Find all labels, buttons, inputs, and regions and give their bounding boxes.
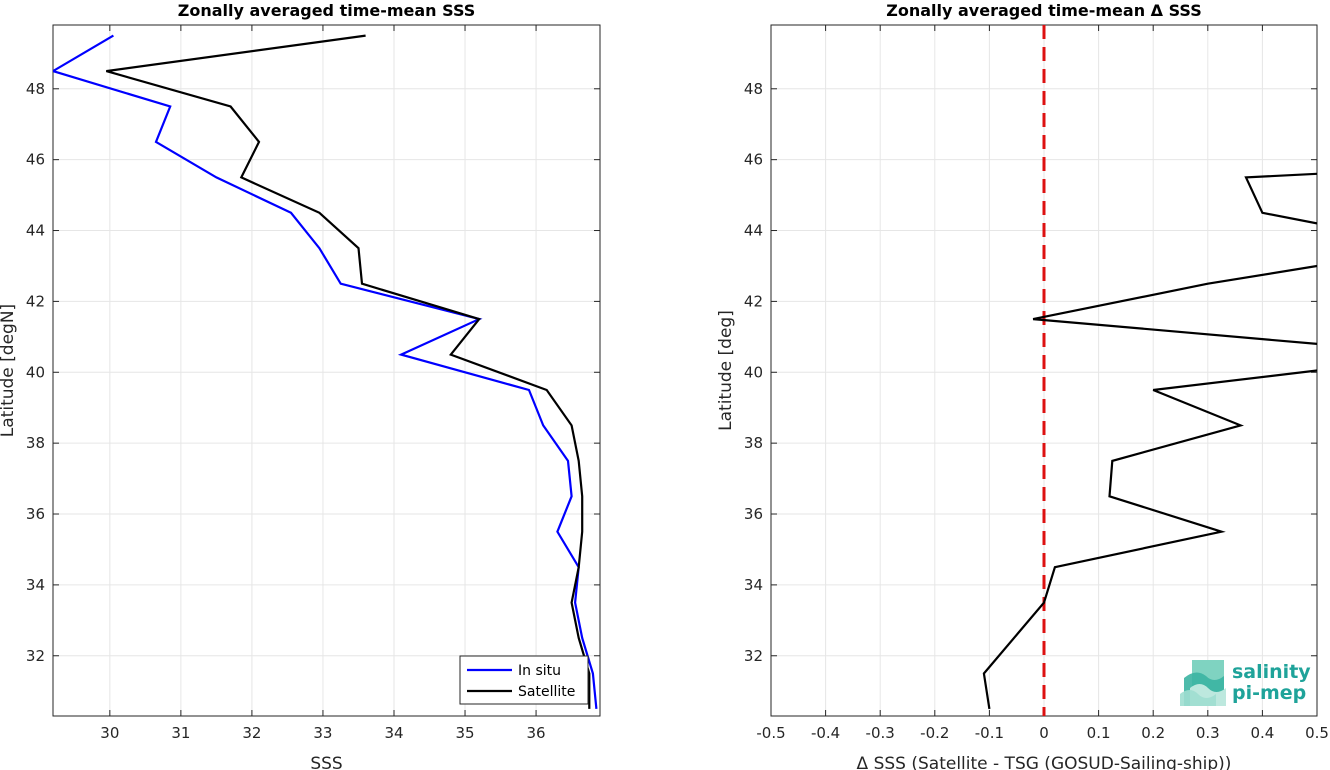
x-tick-label: -0.5	[756, 724, 785, 742]
x-tick-label: 0.2	[1141, 724, 1165, 742]
x-tick-label: -0.4	[811, 724, 840, 742]
y-tick-label: 40	[744, 363, 763, 381]
y-axis-label: Latitude [deg]	[716, 310, 736, 431]
x-tick-label: 0.4	[1250, 724, 1274, 742]
x-tick-label: 35	[455, 724, 474, 742]
chart-title: Zonally averaged time-mean SSS	[178, 1, 476, 20]
y-tick-label: 44	[26, 222, 45, 240]
y-tick-label: 36	[744, 505, 763, 523]
in-situ-series-line	[53, 34, 598, 710]
y-tick-label: 42	[26, 292, 45, 310]
x-tick-label: 0.1	[1087, 724, 1111, 742]
axes-box	[52, 24, 601, 717]
y-tick-label: 46	[26, 151, 45, 169]
left-axes: 30 31 32 33 34 35 36 32 34 36 38 40 42 44 46 48 Zonally …	[0, 1, 601, 770]
x-axis-label: Δ SSS (Satellite - TSG (GOSUD-Sailing-sh…	[857, 754, 1232, 770]
legend-box	[459, 655, 589, 705]
x-tick-label: 31	[171, 724, 190, 742]
y-tick-label: 34	[744, 576, 763, 594]
delta-series-line	[982, 172, 1317, 710]
y-tick-label: 32	[744, 647, 763, 665]
x-tick-label: -0.1	[975, 724, 1004, 742]
chart-title: Zonally averaged time-mean Δ SSS	[886, 1, 1202, 20]
y-tick-label: 36	[26, 505, 45, 523]
x-tick-label: 33	[313, 724, 332, 742]
right-axes: -0.5 -0.4 -0.3 -0.2 -0.1 0 0.1 0.2 0.3 0.4 0.5 32 34…	[716, 1, 1329, 770]
wave-logo-icon	[1180, 660, 1226, 706]
y-axis-label: Latitude [degN]	[0, 304, 18, 437]
legend-label: In situ	[518, 663, 561, 679]
y-tick-label: 34	[26, 576, 45, 594]
x-axis-label: SSS	[310, 754, 342, 770]
x-tick-label: 0	[1039, 724, 1049, 742]
legend: In situ Satellite	[459, 655, 589, 705]
logo-line2: pi-mep	[1232, 682, 1306, 704]
x-tick-label: 36	[527, 724, 546, 742]
x-tick-label: 0.3	[1196, 724, 1220, 742]
y-tick-label: 46	[744, 151, 763, 169]
x-tick-label: 0.5	[1305, 724, 1329, 742]
y-tick-label: 32	[26, 647, 45, 665]
x-tick-label: 30	[100, 724, 119, 742]
y-tick-label: 44	[744, 222, 763, 240]
x-tick-label: -0.3	[866, 724, 895, 742]
x-tick-label: 32	[242, 724, 261, 742]
y-tick-label: 48	[744, 80, 763, 98]
x-tick-label: -0.2	[920, 724, 949, 742]
y-tick-label: 40	[26, 363, 45, 381]
y-tick-label: 38	[26, 434, 45, 452]
y-tick-label: 48	[26, 80, 45, 98]
salinity-pi-mep-logo: salinity pi-mep	[1180, 660, 1311, 706]
y-tick-label: 42	[744, 292, 763, 310]
satellite-series-line	[105, 34, 591, 709]
legend-label: Satellite	[518, 684, 575, 700]
x-tick-label: 34	[384, 724, 403, 742]
logo-line1: salinity	[1232, 661, 1311, 683]
y-tick-label: 38	[744, 434, 763, 452]
